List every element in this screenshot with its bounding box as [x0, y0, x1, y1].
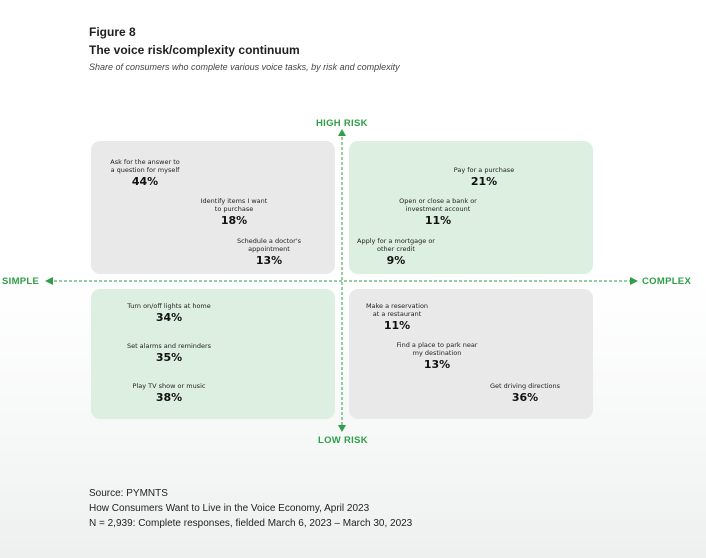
task-lights: Turn on/off lights at home 34% — [109, 302, 229, 324]
task-label-line: to purchase — [214, 205, 254, 213]
quadrant-low-risk-complex — [349, 289, 593, 419]
task-ask-question: Ask for the answer to a question for mys… — [100, 158, 190, 188]
task-percentage: 18% — [220, 214, 248, 227]
task-percentage: 36% — [511, 391, 539, 404]
task-label-line: Set alarms and reminders — [126, 342, 212, 350]
task-label-line: Ask for the answer to — [110, 158, 180, 166]
task-label-line: other credit — [377, 245, 415, 253]
task-parking: Find a place to park near my destination… — [385, 341, 489, 371]
figure-label: Figure 8 — [89, 25, 136, 39]
task-pay-purchase: Pay for a purchase 21% — [444, 166, 524, 188]
source-sample: N = 2,939: Complete responses, fielded M… — [89, 518, 413, 529]
task-label-line: Play TV show or music — [132, 382, 206, 390]
task-percentage: 13% — [255, 254, 283, 267]
task-label-line: Turn on/off lights at home — [127, 302, 211, 310]
task-label-line: Apply for a mortgage or — [357, 237, 435, 245]
task-percentage: 38% — [155, 391, 183, 404]
task-percentage: 21% — [470, 175, 498, 188]
task-percentage: 44% — [131, 175, 159, 188]
task-identify-items: Identify items I want to purchase 18% — [189, 197, 279, 227]
task-bank-account: Open or close a bank or investment accou… — [388, 197, 488, 227]
task-schedule-doctor: Schedule a doctor's appointment 13% — [224, 237, 314, 267]
arrow-left-icon — [45, 277, 53, 285]
task-label-line: Schedule a doctor's — [236, 237, 302, 245]
source-line: Source: PYMNTS — [89, 488, 168, 499]
task-percentage: 35% — [155, 351, 183, 364]
axis-label-low-risk: LOW RISK — [318, 435, 368, 446]
axis-label-simple: SIMPLE — [2, 276, 40, 287]
source-notes: Source: PYMNTS How Consumers Want to Liv… — [89, 486, 412, 531]
arrow-down-icon — [338, 425, 346, 432]
quadrant-high-risk-simple — [91, 141, 335, 274]
task-apply-mortgage: Apply for a mortgage or other credit 9% — [347, 237, 445, 267]
quadrant-low-risk-simple — [91, 289, 335, 419]
task-label-line: Find a place to park near — [396, 341, 478, 349]
arrow-up-icon — [338, 129, 346, 136]
axis-label-complex: COMPLEX — [642, 276, 692, 287]
source-report: How Consumers Want to Live in the Voice … — [89, 503, 370, 514]
figure-title: The voice risk/complexity continuum — [89, 43, 300, 57]
task-label-line: Get driving directions — [489, 382, 561, 390]
task-label-line: a question for myself — [110, 166, 180, 174]
task-label-line: Make a reservation — [365, 302, 429, 310]
arrow-right-icon — [630, 277, 638, 285]
task-driving-directions: Get driving directions 36% — [477, 382, 573, 404]
axis-label-high-risk: HIGH RISK — [316, 118, 368, 129]
task-label-line: Pay for a purchase — [453, 166, 515, 174]
task-label-line: Open or close a bank or — [399, 197, 477, 205]
task-percentage: 34% — [155, 311, 183, 324]
quadrant-high-risk-complex — [349, 141, 593, 274]
task-label-line: at a restaurant — [372, 310, 422, 318]
task-percentage: 9% — [386, 254, 406, 267]
task-reservation: Make a reservation at a restaurant 11% — [352, 302, 442, 332]
task-tv-music: Play TV show or music 38% — [109, 382, 229, 404]
task-alarms: Set alarms and reminders 35% — [109, 342, 229, 364]
task-label-line: investment account — [405, 205, 471, 213]
task-label-line: my destination — [412, 349, 462, 357]
task-percentage: 11% — [383, 319, 411, 332]
task-label-line: Identify items I want — [200, 197, 268, 205]
figure-subtitle: Share of consumers who complete various … — [89, 62, 400, 72]
task-percentage: 13% — [423, 358, 451, 371]
task-percentage: 11% — [424, 214, 452, 227]
task-label-line: appointment — [248, 245, 290, 253]
